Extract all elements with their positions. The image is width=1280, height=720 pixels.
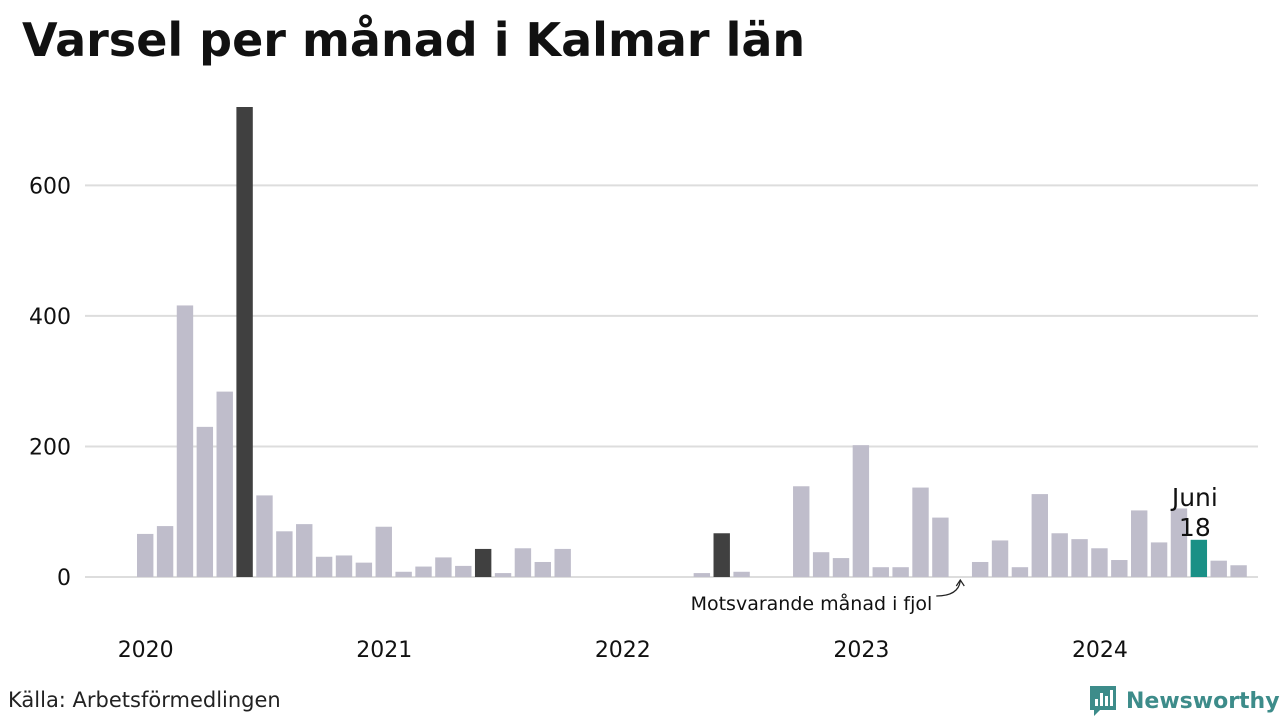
current-month-label: Juni — [1170, 483, 1218, 512]
newsworthy-logo-icon — [1090, 686, 1116, 716]
bar-2024-02 — [1111, 560, 1128, 577]
bar-2021-02 — [395, 571, 412, 577]
bar-2020-08 — [276, 531, 293, 577]
bar-2024-04 — [1150, 542, 1168, 577]
bar-2020-10 — [315, 556, 333, 577]
brand-logo[interactable]: Newsworthy — [1088, 684, 1280, 718]
page-title: Varsel per månad i Kalmar län — [22, 13, 806, 67]
bar-2023-04 — [912, 487, 929, 577]
bar-2024-05 — [1170, 508, 1188, 577]
bar-2023-02 — [872, 567, 889, 577]
bar-2022-10 — [793, 486, 810, 577]
x-tick-label: 2022 — [595, 638, 651, 663]
bar-2023-08 — [991, 540, 1009, 577]
source-note: Källa: Arbetsförmedlingen — [8, 688, 281, 712]
bar-2023-09 — [1011, 567, 1029, 577]
bar-2022-05 — [693, 573, 711, 577]
bar-2020-02 — [156, 526, 174, 577]
bar-2022-12 — [832, 558, 850, 577]
bar-chart: 0 200 400 600 2020 2021 2022 2023 2024 Motsvaran… — [29, 107, 1258, 663]
x-tick-label: 2020 — [118, 638, 174, 663]
bar-2023-07 — [971, 561, 989, 577]
bar-2020-01 — [137, 533, 154, 577]
y-tick-label: 600 — [29, 174, 71, 199]
annotation-arrow — [936, 580, 961, 597]
bar-2023-11 — [1051, 533, 1068, 577]
bar-2023-01 — [852, 445, 870, 577]
y-tick-label: 0 — [57, 566, 71, 591]
bar-2024-01 — [1091, 548, 1108, 577]
axis-labels: 0 200 400 600 2020 2021 2022 2023 2024 — [29, 174, 1128, 663]
bar-2020-09 — [296, 524, 313, 577]
annotation-same-month: Motsvarande månad i fjol — [691, 592, 933, 615]
bar-2021-07 — [494, 573, 512, 577]
x-tick-label: 2021 — [356, 638, 412, 663]
bar-2021-05 — [455, 565, 472, 577]
bar-2020-04 — [196, 426, 214, 577]
bar-2021-03 — [415, 566, 432, 577]
bar-2020-03 — [176, 305, 194, 577]
bar-2021-10 — [554, 548, 571, 577]
x-tick-label: 2023 — [833, 638, 889, 663]
bar-2020-05 — [216, 391, 233, 577]
bar-2024-03 — [1131, 510, 1148, 577]
bar-2020-06 — [236, 107, 253, 577]
bar-2023-05 — [932, 517, 949, 577]
brand-name: Newsworthy — [1126, 688, 1280, 714]
y-tick-label: 400 — [29, 305, 71, 330]
bar-2023-03 — [892, 567, 909, 577]
bar-2021-01 — [375, 526, 392, 577]
bar-2021-04 — [435, 557, 452, 577]
bar-2021-08 — [514, 548, 532, 577]
bar-2021-09 — [534, 561, 551, 577]
annotation-arrowhead — [955, 578, 965, 587]
bars — [137, 107, 1247, 577]
bar-2022-07 — [733, 571, 750, 577]
bar-2020-07 — [256, 495, 273, 577]
bar-2022-06 — [713, 533, 730, 577]
bar-2023-12 — [1071, 539, 1088, 577]
current-value-label: 18 — [1179, 513, 1211, 542]
bar-2024-06 — [1190, 539, 1208, 577]
bar-undefined — [1230, 565, 1247, 577]
bar-2022-11 — [812, 552, 830, 577]
bar-2023-10 — [1031, 494, 1048, 577]
bar-2020-12 — [355, 562, 373, 577]
bar-undefined — [1210, 560, 1227, 577]
bar-2021-06 — [474, 548, 492, 577]
x-tick-label: 2024 — [1072, 638, 1128, 663]
bar-2020-11 — [335, 555, 353, 577]
y-tick-label: 200 — [29, 435, 71, 460]
